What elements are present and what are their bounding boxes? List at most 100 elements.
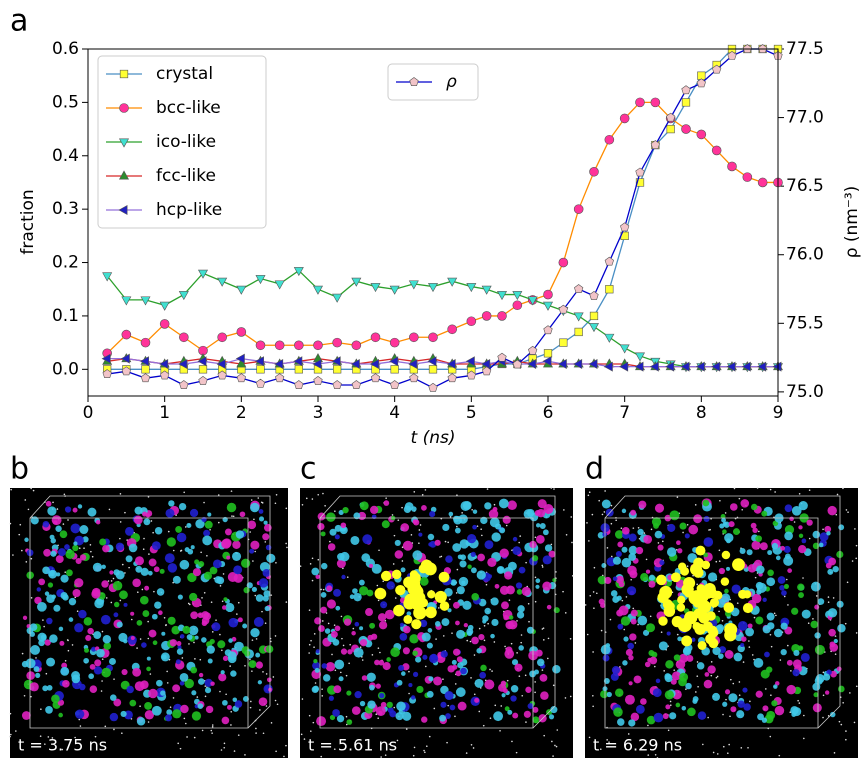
dot — [593, 607, 595, 609]
dot — [717, 753, 719, 755]
atom — [459, 560, 466, 567]
atom — [360, 639, 367, 646]
atom — [65, 506, 71, 512]
dot — [233, 515, 235, 517]
dot — [312, 580, 314, 582]
atom — [153, 640, 158, 645]
dot — [411, 534, 413, 536]
dot — [230, 724, 232, 726]
atom — [30, 645, 40, 655]
atom — [362, 675, 367, 680]
dot — [25, 561, 27, 563]
atom — [370, 506, 378, 514]
atom — [403, 647, 410, 654]
atom — [60, 530, 68, 538]
dot — [534, 681, 536, 683]
atom — [482, 615, 488, 621]
atom — [228, 638, 233, 643]
marker — [179, 333, 188, 342]
dot — [334, 510, 336, 512]
atom — [540, 674, 548, 682]
atom — [126, 555, 133, 562]
atom — [413, 672, 418, 677]
dot — [181, 550, 183, 552]
atom — [798, 592, 804, 598]
atom — [722, 702, 727, 707]
atom — [801, 653, 810, 662]
atom — [223, 656, 228, 661]
atom — [629, 681, 633, 685]
marker — [666, 113, 675, 121]
atom — [543, 555, 552, 564]
dot — [483, 725, 485, 727]
atom — [395, 550, 403, 558]
atom — [422, 655, 427, 660]
dot — [285, 745, 287, 747]
marker — [142, 365, 150, 373]
atom — [369, 685, 375, 691]
atom — [704, 516, 710, 522]
dot — [101, 680, 103, 682]
atom — [51, 594, 55, 598]
dot — [654, 666, 656, 668]
atom — [827, 506, 836, 515]
atom — [747, 549, 753, 555]
atom — [626, 649, 633, 656]
atom — [693, 567, 704, 578]
dot — [78, 719, 80, 721]
dot — [438, 607, 440, 609]
atom — [667, 524, 675, 532]
atom — [241, 559, 250, 568]
dot — [677, 496, 679, 498]
atom — [453, 516, 462, 525]
atom — [135, 556, 144, 565]
marker — [237, 286, 246, 294]
dot — [313, 722, 315, 724]
atom — [316, 649, 320, 653]
dot — [478, 711, 480, 713]
dot — [466, 752, 468, 754]
atom — [628, 719, 635, 726]
atom — [708, 572, 717, 581]
atom — [499, 527, 505, 533]
dot — [775, 615, 777, 617]
dot — [229, 665, 231, 667]
atom — [449, 512, 454, 517]
atom — [712, 693, 720, 701]
dot — [148, 721, 150, 723]
atom — [471, 593, 479, 601]
x-tick-label: 0 — [83, 403, 94, 423]
dot — [406, 728, 408, 730]
dot — [65, 660, 67, 662]
atom — [43, 521, 50, 528]
atom — [413, 519, 419, 525]
dot — [425, 666, 427, 668]
atom — [512, 713, 518, 719]
atom — [350, 536, 359, 545]
atom — [321, 592, 327, 598]
atom — [59, 627, 63, 631]
atom — [748, 564, 757, 573]
atom — [311, 568, 319, 576]
atom — [339, 676, 344, 681]
dot — [593, 591, 595, 593]
atom — [724, 623, 737, 636]
atom — [462, 601, 471, 610]
dot — [72, 644, 74, 646]
atom — [728, 693, 737, 702]
atom — [676, 703, 681, 708]
dot — [262, 671, 264, 673]
atom — [222, 700, 228, 706]
atom — [601, 563, 606, 568]
dot — [525, 721, 527, 723]
atom — [346, 719, 352, 725]
atom — [792, 669, 799, 676]
atom — [685, 533, 690, 538]
atom — [613, 707, 622, 716]
atom — [677, 603, 685, 611]
dot — [525, 674, 527, 676]
dot — [321, 688, 323, 690]
dot — [471, 509, 473, 511]
atom — [386, 657, 391, 662]
atom — [812, 683, 820, 691]
